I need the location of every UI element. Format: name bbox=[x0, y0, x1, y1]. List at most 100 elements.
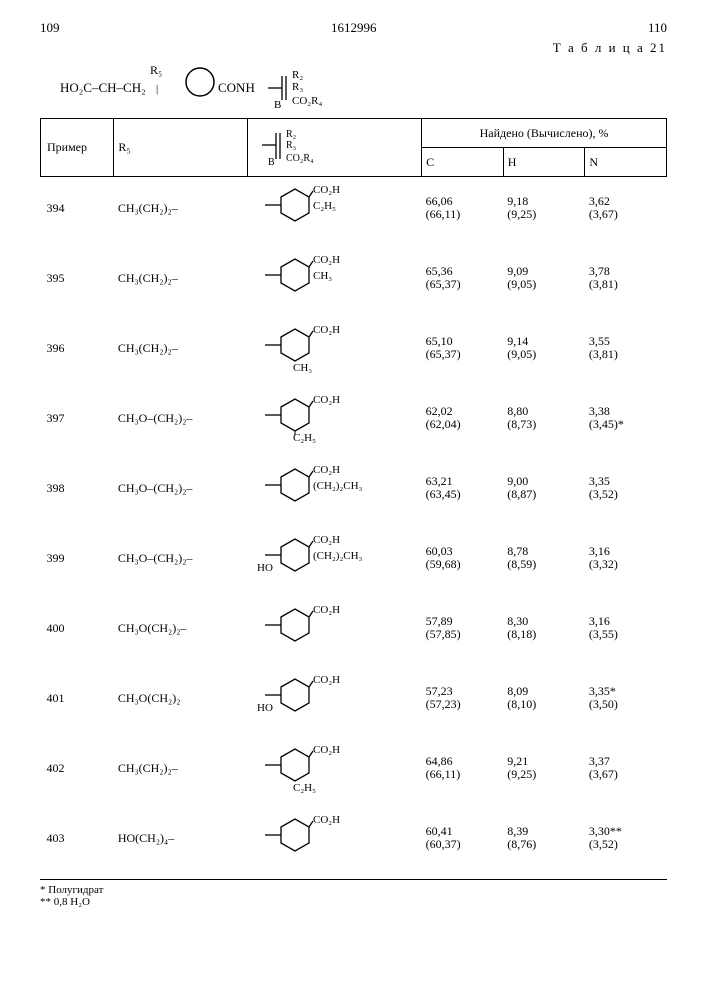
svg-text:CO₂H: CO₂H bbox=[313, 394, 340, 406]
cell-h: 9,21(9,25) bbox=[503, 737, 585, 799]
footnote-1: * Полугидрат bbox=[40, 884, 667, 896]
svg-text:CH₃: CH₃ bbox=[293, 362, 312, 373]
svg-text:CO₂H: CO₂H bbox=[313, 184, 340, 196]
cell-structure: CO₂H HO bbox=[247, 667, 422, 729]
table-row: 395CH₃(CH₂)₂– CO₂H CH₃ 65,36(65,37)9,09(9,0… bbox=[41, 247, 667, 309]
svg-text:R₂: R₂ bbox=[292, 69, 303, 81]
cell-r5: HO(CH₂)₄– bbox=[114, 807, 247, 869]
cell-example: 394 bbox=[41, 177, 114, 240]
svg-text:(CH₂)₂CH₃: (CH₂)₂CH₃ bbox=[313, 550, 363, 562]
svg-text:R₃: R₃ bbox=[286, 140, 296, 151]
cell-example: 395 bbox=[41, 247, 114, 309]
svg-text:C₂H₅: C₂H₅ bbox=[313, 200, 336, 212]
svg-text:R₂: R₂ bbox=[286, 129, 296, 140]
cell-n: 3,35(3,52) bbox=[585, 457, 667, 519]
cell-r5: CH₃(CH₂)₂– bbox=[114, 247, 247, 309]
th-example: Пример bbox=[41, 119, 114, 177]
cell-c: 57,89(57,85) bbox=[422, 597, 504, 659]
page-num-left: 109 bbox=[40, 20, 60, 36]
cell-h: 9,00(8,87) bbox=[503, 457, 585, 519]
svg-text:C₂H₅: C₂H₅ bbox=[293, 432, 316, 443]
cell-r5: CH₃O(CH₂)₂ bbox=[114, 667, 247, 729]
cell-structure: CO₂H bbox=[247, 807, 422, 869]
cell-c: 66,06(66,11) bbox=[422, 177, 504, 240]
th-h: H bbox=[503, 148, 585, 177]
cell-r5: CH₃(CH₂)₂– bbox=[114, 737, 247, 799]
svg-text:R₃: R₃ bbox=[292, 81, 303, 93]
cell-h: 9,09(9,05) bbox=[503, 247, 585, 309]
svg-text:CO₂H: CO₂H bbox=[313, 604, 340, 616]
cell-c: 65,10(65,37) bbox=[422, 317, 504, 379]
svg-text:CO₂H: CO₂H bbox=[313, 534, 340, 546]
footnotes: * Полугидрат ** 0,8 H₂O bbox=[40, 879, 667, 908]
cell-example: 396 bbox=[41, 317, 114, 379]
svg-text:CO₂H: CO₂H bbox=[313, 324, 340, 336]
svg-text:CO₂R₄: CO₂R₄ bbox=[292, 95, 322, 107]
cell-h: 8,30(8,18) bbox=[503, 597, 585, 659]
table-row: 397CH₃O–(CH₂)₂– CO₂H C₂H₅ 62,02(62,04)8,80(… bbox=[41, 387, 667, 449]
cell-h: 8,80(8,73) bbox=[503, 387, 585, 449]
table-row: 401CH₃O(CH₂)₂CO₂HHO57,23(57,23)8,09(8,10… bbox=[41, 667, 667, 729]
cell-c: 63,21(63,45) bbox=[422, 457, 504, 519]
svg-text:CO₂H: CO₂H bbox=[313, 744, 340, 756]
data-table: Пример R₅ R₂ R₃ B CO₂R₄ Найдено (Вычисле… bbox=[40, 118, 667, 877]
cell-c: 62,02(62,04) bbox=[422, 387, 504, 449]
svg-text:HO: HO bbox=[257, 702, 273, 714]
svg-text:C₂H₅: C₂H₅ bbox=[293, 782, 316, 793]
cell-example: 397 bbox=[41, 387, 114, 449]
th-structure: R₂ R₃ B CO₂R₄ bbox=[247, 119, 422, 177]
svg-text:(CH₂)₂CH₃: (CH₂)₂CH₃ bbox=[313, 480, 363, 492]
cell-c: 57,23(57,23) bbox=[422, 667, 504, 729]
table-row: 399CH₃O–(CH₂)₂–CO₂H(CH₂)₂CH₃HO60,03(59,6… bbox=[41, 527, 667, 589]
cell-n: 3,35*(3,50) bbox=[585, 667, 667, 729]
svg-text:CH₃: CH₃ bbox=[313, 270, 332, 282]
cell-example: 400 bbox=[41, 597, 114, 659]
cell-n: 3,62(3,67) bbox=[585, 177, 667, 240]
svg-text:CO₂H: CO₂H bbox=[313, 674, 340, 686]
table-row: 403HO(CH₂)₄–CO₂H60,41(60,37)8,39(8,76)3,… bbox=[41, 807, 667, 869]
svg-text:R₅: R₅ bbox=[150, 63, 162, 77]
cell-example: 402 bbox=[41, 737, 114, 799]
cell-h: 9,18(9,25) bbox=[503, 177, 585, 240]
cell-structure: CO₂H C₂H₅ bbox=[247, 177, 422, 240]
cell-h: 8,09(8,10) bbox=[503, 667, 585, 729]
cell-r5: CH₃(CH₂)₂– bbox=[114, 317, 247, 379]
svg-text:CO₂R₄: CO₂R₄ bbox=[286, 153, 314, 164]
cell-r5: CH₃O(CH₂)₂– bbox=[114, 597, 247, 659]
cell-r5: CH₃O–(CH₂)₂– bbox=[114, 387, 247, 449]
table-row: 400CH₃O(CH₂)₂– CO₂H 57,89(57,85)8,30(8,18)… bbox=[41, 597, 667, 659]
cell-example: 399 bbox=[41, 527, 114, 589]
svg-text:B: B bbox=[274, 99, 281, 110]
cell-r5: CH₃O–(CH₂)₂– bbox=[114, 457, 247, 519]
cell-c: 60,03(59,68) bbox=[422, 527, 504, 589]
cell-n: 3,16(3,32) bbox=[585, 527, 667, 589]
cell-c: 60,41(60,37) bbox=[422, 807, 504, 869]
svg-text:|: | bbox=[156, 83, 158, 95]
header-formula: R₅ HO₂C–CH–CH₂ | CONH R₂ R₃ B CO₂R₄ bbox=[40, 62, 667, 110]
cell-c: 64,86(66,11) bbox=[422, 737, 504, 799]
table-row: 402CH₃(CH₂)₂– CO₂H C₂H₅ 64,86(66,11)9,21(9,… bbox=[41, 737, 667, 799]
table-body: 394CH₃(CH₂)₂–CO₂HC₂H₅66,06(66,11)9,18(9,… bbox=[41, 177, 667, 878]
cell-c: 65,36(65,37) bbox=[422, 247, 504, 309]
cell-h: 8,39(8,76) bbox=[503, 807, 585, 869]
svg-text:HO: HO bbox=[257, 562, 273, 574]
footnote-2: ** 0,8 H₂O bbox=[40, 896, 667, 908]
cell-h: 9,14(9,05) bbox=[503, 317, 585, 379]
cell-structure: CO₂H CH₃ bbox=[247, 247, 422, 309]
cell-n: 3,38(3,45)* bbox=[585, 387, 667, 449]
cell-structure: CO₂H (CH₂)₂CH₃ HO bbox=[247, 527, 422, 589]
svg-text:CO₂H: CO₂H bbox=[313, 254, 340, 266]
cell-structure: CO₂H C₂H₅ bbox=[247, 387, 422, 449]
svg-text:CO₂H: CO₂H bbox=[313, 814, 340, 826]
svg-text:HO₂C–CH–CH₂: HO₂C–CH–CH₂ bbox=[60, 80, 146, 95]
th-found-calc: Найдено (Вычислено), % bbox=[422, 119, 667, 148]
table-row: 398CH₃O–(CH₂)₂–CO₂H(CH₂)₂CH₃63,21(63,45)… bbox=[41, 457, 667, 519]
cell-h: 8,78(8,59) bbox=[503, 527, 585, 589]
th-c: C bbox=[422, 148, 504, 177]
cell-r5: CH₃(CH₂)₂– bbox=[114, 177, 247, 240]
th-n: N bbox=[585, 148, 667, 177]
cell-n: 3,30**(3,52) bbox=[585, 807, 667, 869]
cell-structure: CO₂H bbox=[247, 597, 422, 659]
cell-structure: CO₂H C₂H₅ bbox=[247, 737, 422, 799]
cell-example: 398 bbox=[41, 457, 114, 519]
